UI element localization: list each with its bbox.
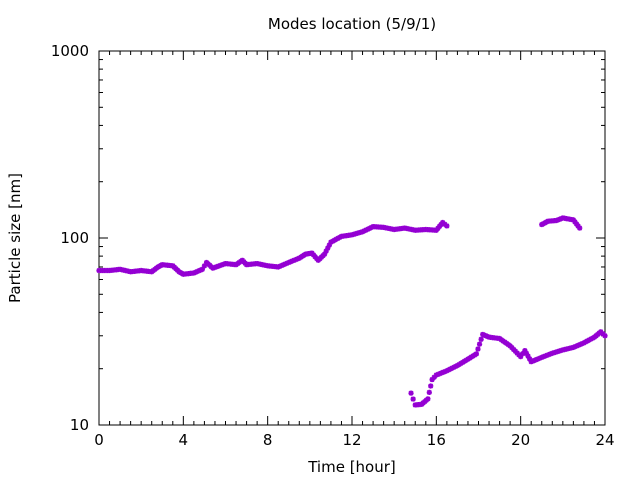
data-point: [473, 351, 479, 357]
data-point: [523, 350, 530, 356]
data-point: [199, 266, 205, 272]
data-point: [537, 355, 543, 361]
x-tick-label: 12: [342, 431, 361, 449]
y-tick-label: 1000: [51, 42, 89, 60]
data-point: [518, 354, 524, 360]
ticks-group: [98, 50, 606, 426]
y-tick-label: 100: [60, 229, 89, 247]
data-point: [325, 245, 331, 251]
data-point: [602, 333, 608, 339]
points-group: [96, 215, 608, 408]
data-point: [534, 356, 541, 362]
data-point: [425, 396, 431, 402]
data-point: [323, 248, 329, 254]
data-point: [476, 341, 483, 347]
data-point: [598, 329, 604, 335]
chart-title: Modes location (5/9/1): [268, 15, 436, 33]
x-tick-label: 8: [263, 431, 273, 449]
x-tick-label: 24: [595, 431, 614, 449]
data-point: [444, 223, 450, 229]
data-point: [478, 336, 484, 342]
x-tick-label: 4: [179, 431, 189, 449]
data-point: [475, 346, 481, 352]
data-point: [201, 263, 208, 269]
data-point: [525, 353, 531, 359]
data-point: [426, 389, 432, 396]
tick-labels-group: 0 4 8 12 16 20 24 10 100 1000: [51, 42, 615, 449]
data-point: [577, 225, 583, 231]
data-point: [408, 390, 414, 396]
data-point: [600, 331, 606, 337]
x-axis-label: Time [hour]: [307, 458, 396, 476]
data-point: [520, 351, 526, 357]
y-axis-label: Particle size [nm]: [6, 173, 24, 303]
y-tick-label: 10: [70, 416, 89, 434]
data-point: [431, 374, 437, 380]
data-point: [410, 396, 416, 402]
data-point: [527, 356, 533, 362]
x-tick-label: 0: [94, 431, 104, 449]
x-tick-label: 20: [511, 431, 530, 449]
data-point: [326, 242, 332, 248]
data-point: [522, 347, 528, 354]
data-point: [429, 376, 435, 383]
data-point: [428, 383, 434, 389]
x-tick-label: 16: [427, 431, 446, 449]
data-point: [321, 251, 328, 257]
